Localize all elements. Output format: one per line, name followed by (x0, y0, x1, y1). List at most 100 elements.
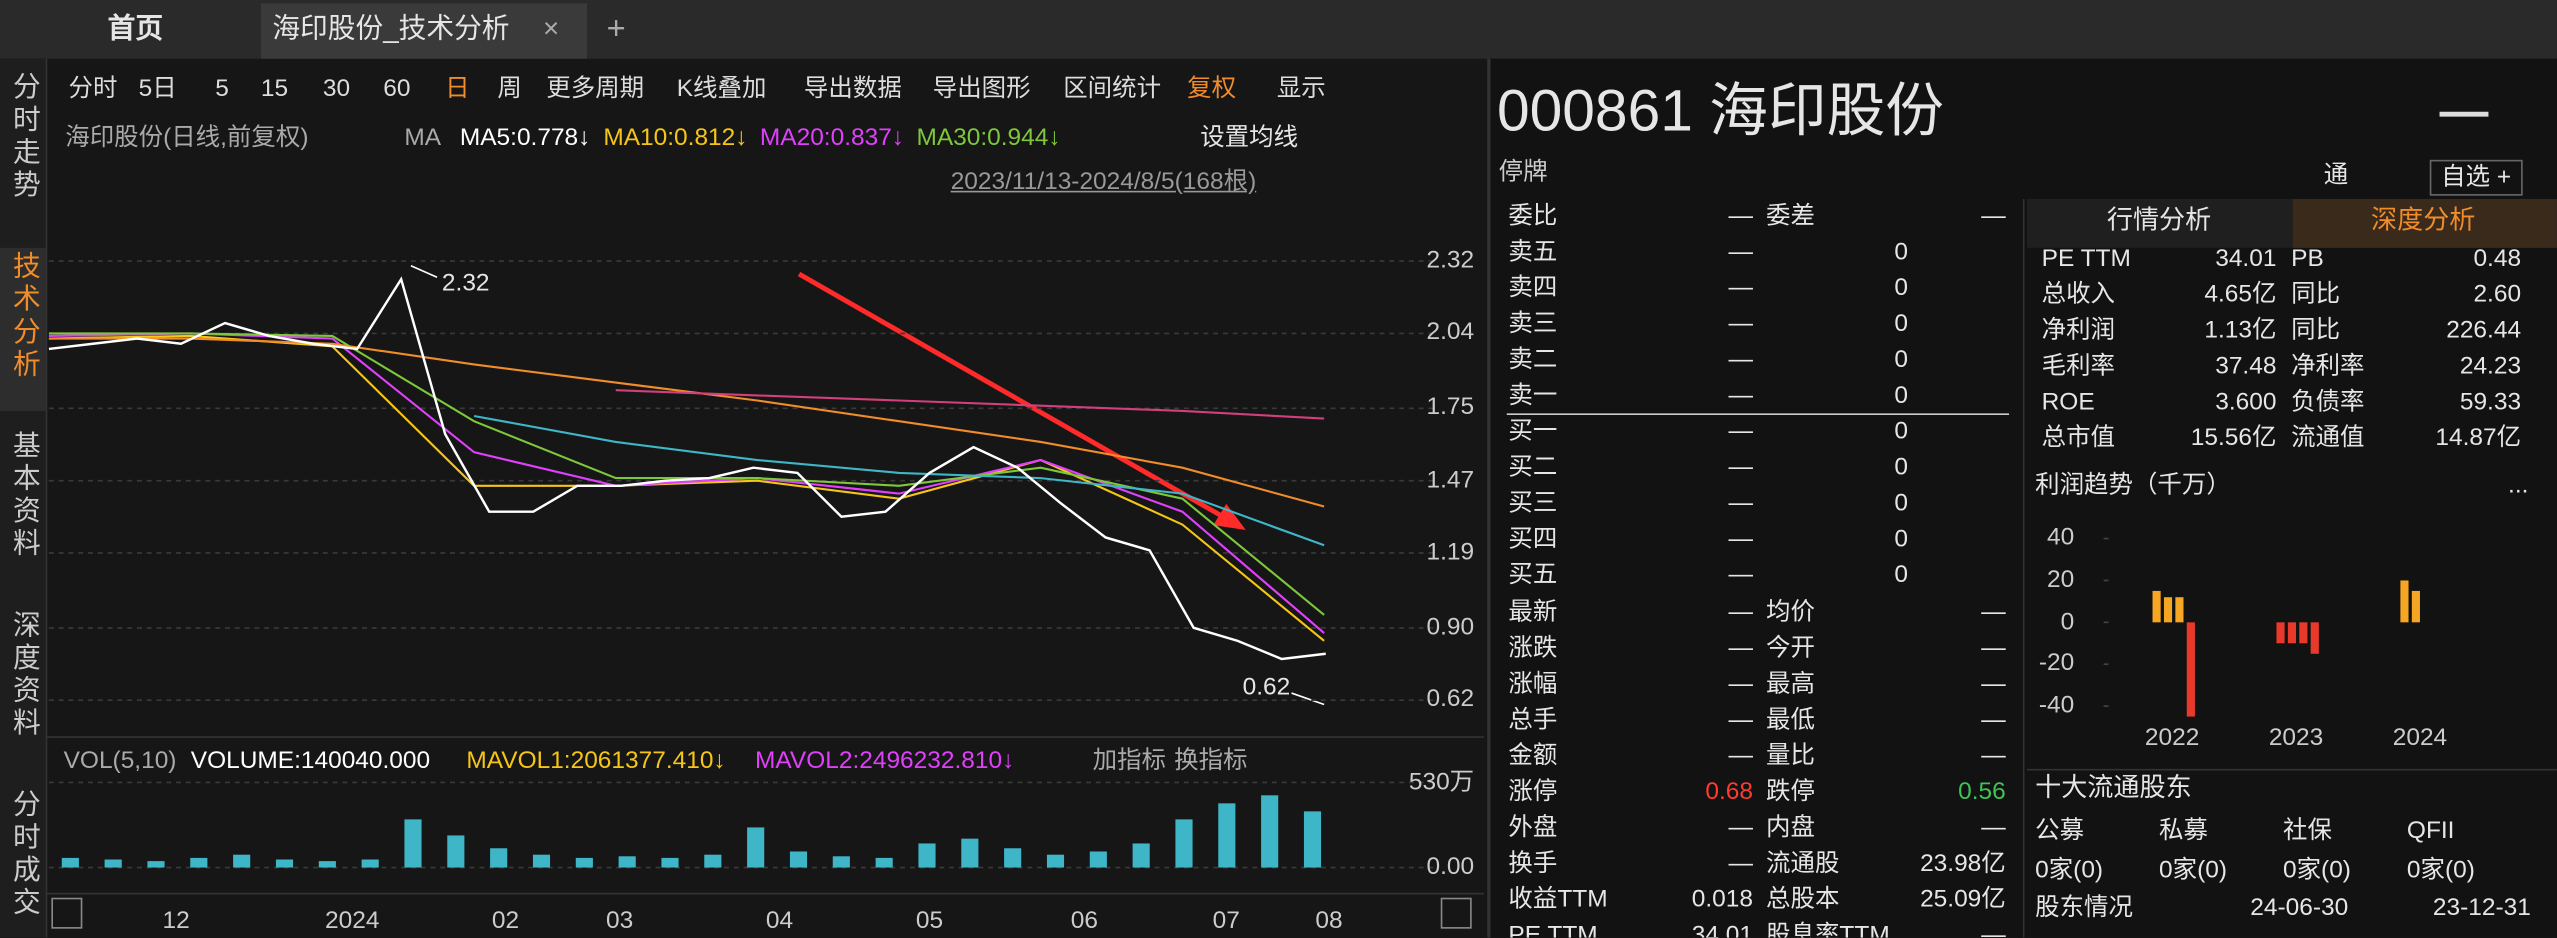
book-label: 卖二 (1508, 345, 1558, 374)
ma-settings[interactable]: 设置均线 (1200, 123, 1299, 152)
stat-label: 换手 (1508, 849, 1558, 878)
volume-bar (1261, 795, 1279, 868)
fund-label: PB (2291, 244, 2324, 273)
holder-count: 0家(0) (2282, 856, 2351, 884)
chart-name: 海印股份(日线,前复权) (65, 123, 309, 152)
book-price: — (1728, 345, 1754, 374)
tab-close[interactable]: × (543, 13, 560, 45)
volume-bar (1218, 803, 1236, 868)
stat-value: — (1728, 813, 1754, 842)
book-price: — (1728, 381, 1754, 410)
stat-label: 流通股 (1766, 849, 1840, 878)
y-tick-label: 0.90 (1426, 613, 1475, 641)
stat-value: — (1728, 598, 1754, 627)
stat-value: — (1728, 634, 1754, 663)
stat-value: — (1981, 813, 2006, 842)
fund-tab[interactable]: 深度分析 (2371, 207, 2476, 235)
book-label: 买五 (1508, 560, 1558, 589)
book-price: — (1728, 417, 1754, 446)
book-volume: 0 (1894, 560, 1908, 589)
ma-value: MA5:0.778↓ (459, 123, 591, 152)
scroll-left[interactable] (51, 897, 83, 929)
toolbar-button[interactable]: 复权 (1187, 75, 1237, 103)
ma-line (615, 389, 1325, 420)
more-button[interactable]: ... (2508, 471, 2529, 499)
y-tick-label: 0.62 (1426, 685, 1475, 714)
indicator-button[interactable]: 加指标 (1092, 746, 1166, 775)
toolbar-button[interactable]: 更多周期 (546, 75, 645, 103)
sidebar-item[interactable]: 技术分析 (8, 251, 40, 382)
toolbar-button[interactable]: 5日 (138, 75, 177, 103)
fund-tab[interactable]: 行情分析 (2106, 207, 2212, 235)
fund-value: 15.56亿 (2190, 423, 2277, 452)
toolbar-button[interactable]: 显示 (1276, 75, 1326, 103)
stat-label: 最高 (1766, 670, 1815, 698)
holder-date: 24-06-30 (2250, 893, 2349, 922)
toolbar-button[interactable]: K线叠加 (676, 75, 767, 103)
stat-label: 最新 (1508, 598, 1558, 627)
book-volume: 0 (1894, 525, 1908, 553)
tab[interactable]: 首页 (107, 13, 164, 45)
toolbar-button[interactable]: 30 (322, 75, 351, 103)
x-tick-label: 2023 (2268, 724, 2324, 752)
fund-value: 4.65亿 (2204, 280, 2277, 309)
book-price: — (1728, 273, 1754, 302)
volume-legend: VOL(5,10) (63, 746, 177, 775)
fund-label: PE TTM (2041, 244, 2131, 273)
toolbar-button[interactable]: 15 (260, 75, 289, 103)
toolbar-button[interactable]: 周 (497, 75, 522, 103)
fund-tab-active[interactable] (2292, 198, 2557, 248)
holder-type: 社保 (2282, 816, 2332, 845)
fund-value: 37.48 (2215, 352, 2277, 380)
stat-label: 涨幅 (1508, 670, 1558, 698)
toolbar-button[interactable]: 导出数据 (803, 75, 902, 103)
book-volume: 0 (1894, 453, 1908, 482)
toolbar-button[interactable]: 60 (383, 75, 411, 103)
y-tick-label: -20 (2038, 649, 2075, 678)
toolbar-button[interactable]: 分时 (68, 75, 118, 103)
profit-bar (2299, 622, 2308, 644)
sidebar-item[interactable]: 分时成交 (8, 789, 40, 920)
fund-value: 14.87亿 (2435, 423, 2522, 452)
book-price: — (1728, 560, 1754, 589)
sidebar (0, 58, 48, 938)
volume-bar (404, 819, 422, 868)
stat-label: 跌停 (1766, 777, 1815, 806)
toolbar-button[interactable]: 区间统计 (1063, 75, 1162, 103)
volume-legend: MAVOL2:2496232.810↓ (755, 746, 1015, 775)
tab-add[interactable]: + (606, 11, 626, 48)
scroll-right[interactable] (1440, 897, 1472, 929)
holder-type: 公募 (2035, 816, 2085, 845)
sidebar-item[interactable]: 分时走势 (8, 71, 40, 203)
volume-bar (1046, 854, 1065, 868)
toolbar-button[interactable]: 日 (445, 75, 470, 103)
toolbar-button[interactable]: 导出图形 (932, 75, 1031, 103)
active-tab[interactable] (260, 3, 588, 59)
low-label: 0.62 (1242, 673, 1291, 702)
fund-label: 同比 (2291, 280, 2341, 309)
x-tick-label: 2022 (2144, 724, 2200, 752)
book-volume: 0 (1894, 489, 1908, 517)
book-label: 卖三 (1508, 309, 1558, 338)
fund-value: 226.44 (2446, 316, 2522, 345)
sidebar-item[interactable]: 深度资料 (8, 609, 40, 741)
book-volume: 0 (1894, 417, 1908, 446)
holder-type: QFII (2406, 816, 2455, 845)
annotation-arrow (1291, 692, 1325, 706)
indicator-button[interactable]: 换指标 (1174, 746, 1248, 775)
watch-button[interactable]: 自选 + (2429, 159, 2523, 196)
fund-value: 2.60 (2473, 280, 2522, 309)
toolbar-button[interactable]: 5 (215, 75, 229, 103)
tong-button[interactable]: 通 (2323, 161, 2349, 190)
volume-bar (190, 857, 208, 868)
volume-bar (447, 835, 465, 868)
holder-type: 私募 (2159, 816, 2208, 845)
sidebar-item[interactable]: 基本资料 (8, 430, 40, 561)
profit-bar (2411, 590, 2420, 623)
volume-bar (918, 843, 936, 868)
volume-bar (1004, 848, 1022, 868)
ma-label: MA (404, 123, 442, 152)
profit-bar (2175, 597, 2184, 623)
book-price: — (1728, 489, 1754, 517)
tab[interactable]: 海印股份_技术分析 (272, 13, 510, 45)
